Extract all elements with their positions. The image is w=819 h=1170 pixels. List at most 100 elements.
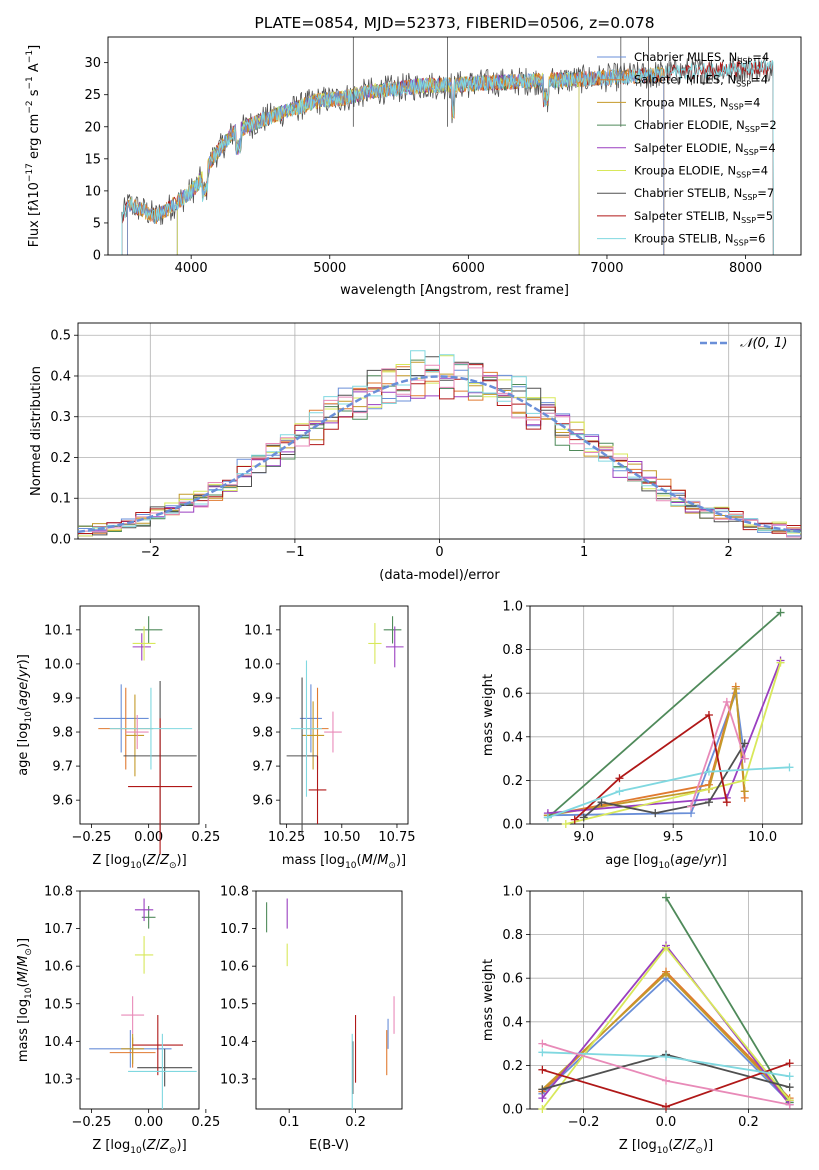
legend-entry: Kroupa ELODIE, NSSP=4	[634, 164, 768, 180]
x-tick-label: 0.25	[191, 830, 220, 845]
series-marker	[785, 1059, 794, 1068]
y-tick-label: 0.1	[50, 492, 71, 507]
y-tick-label: 30	[84, 56, 101, 71]
age-vs-mass-points	[286, 616, 404, 835]
y-tick-label: 25	[84, 88, 101, 103]
spectrum-chabrier-elodie	[176, 71, 580, 255]
series-marker	[615, 774, 624, 783]
series-marker	[662, 893, 670, 902]
series-marker	[538, 1085, 547, 1094]
histograms: (data-model)/error Normed distribution	[29, 350, 802, 583]
x-tick-label: −2	[141, 545, 160, 560]
x-tick-label: 0	[435, 545, 443, 560]
y-tick-label: 0.0	[502, 818, 523, 833]
spectrum-salpeter-miles	[127, 68, 665, 255]
series-marker	[740, 739, 749, 748]
y-tick-label: 0.6	[502, 972, 523, 987]
series-marker	[662, 969, 670, 978]
y-axis-label: mass weight	[481, 674, 496, 756]
label-part: /	[682, 1138, 687, 1153]
legend-entry: Chabrier MILES, NSSP=4	[634, 50, 769, 66]
y-tick-label: 9.8	[52, 726, 73, 741]
spectrum-kroupa-elodie	[176, 72, 580, 255]
x-axis-label: mass [log10(M/M⊙)]	[282, 853, 406, 871]
y-tick-label: 10.7	[44, 922, 73, 937]
label-part: age [log	[605, 853, 658, 868]
y-tick-label: 0.4	[502, 1015, 523, 1030]
series-marker	[579, 813, 588, 822]
x-tick-label: 10.75	[378, 830, 415, 845]
y-tick-label: 0.3	[50, 410, 71, 425]
y-tick-label: 10.5	[220, 997, 249, 1012]
x-tick-label: 9.5	[663, 830, 684, 845]
weight-vs-age-axes: 9.0 9.5 10.0 0.0 0.2 0.4 0.6 0.8 1.0	[502, 600, 803, 845]
histogram-salpeter-stelib	[78, 364, 801, 534]
y-tick-label: 9.8	[252, 726, 273, 741]
series-marker	[651, 809, 660, 818]
y-tick-label: 9.6	[252, 794, 273, 809]
label-part: )]	[703, 1138, 713, 1153]
y-tick-label: 20	[84, 120, 101, 135]
y-axis-label: mass [log10(M/M⊙)]	[16, 938, 34, 1062]
axes-frame	[255, 890, 403, 1110]
y-tick-label: 10.5	[44, 997, 73, 1012]
weight-vs-Z-labels: Z [log10(Z/Z⊙)]mass weight	[481, 959, 713, 1156]
label-part: Z	[146, 853, 157, 868]
x-tick-label: 5000	[313, 261, 346, 276]
series-marker	[615, 787, 624, 796]
series-marker	[776, 608, 785, 617]
normal-curve	[77, 375, 802, 534]
x-tick-label: 0.00	[134, 1115, 163, 1130]
chart-title: PLATE=0854, MJD=52373, FIBERID=0506, z=0…	[254, 14, 654, 32]
series-marker	[722, 697, 731, 706]
legend-entry: Chabrier STELIB, NSSP=7	[634, 186, 774, 202]
y-tick-label: 0.2	[50, 451, 71, 466]
y-tick-label: 9.7	[52, 760, 73, 775]
mass-vs-Z-axes: −0.25 0.00 0.25 10.3 10.4 10.5 10.6 10.7 10.8	[44, 885, 220, 1131]
mass-vs-ebv-points	[266, 898, 395, 1109]
legend-entry: Salpeter MILES, NSSP=4	[634, 73, 768, 89]
legend-entry: Salpeter STELIB, NSSP=5	[634, 209, 773, 225]
x-tick-label: 0.2	[738, 1115, 759, 1130]
age-vs-mass-axes: 10.25 10.50 10.75 9.6 9.7 9.8 9.9 10.0 10.1	[244, 605, 416, 845]
series-marker	[740, 754, 749, 763]
x-tick-label: 0.25	[191, 1115, 220, 1130]
label-part: 10	[658, 861, 670, 871]
mass-vs-Z-points	[89, 898, 197, 1109]
y-tick-label: 9.9	[52, 691, 73, 706]
histogram-kroupa-stelib	[78, 350, 801, 533]
label-part: yr	[703, 853, 719, 868]
y-tick-label: 10.0	[244, 657, 273, 672]
label-part: ⊙	[169, 861, 177, 871]
label-part: Z	[672, 1138, 683, 1153]
mass-vs-Z-labels: Z [log10(Z/Z⊙)]mass [log10(M/M⊙)]	[16, 938, 187, 1156]
label-part: M	[362, 853, 373, 868]
x-tick-label: 10.0	[748, 830, 777, 845]
x-tick-label: −1	[285, 545, 304, 560]
series-marker	[704, 767, 713, 776]
x-axis-label: (data-model)/error	[379, 568, 500, 583]
label-part: /	[156, 853, 161, 868]
series-marker	[597, 798, 606, 807]
label-part: M	[377, 853, 388, 868]
series-marker	[722, 798, 731, 807]
label-part: ⊙	[388, 861, 396, 871]
series-line	[665, 897, 791, 1103]
label-part: age	[675, 853, 699, 868]
y-tick-label: 0	[93, 249, 101, 264]
y-tick-label: 0.5	[50, 329, 71, 344]
axes-frame	[107, 36, 802, 256]
label-part: )]	[177, 1138, 187, 1153]
x-axis-label: age [log10(age/yr)]	[605, 853, 727, 871]
y-tick-label: 0.2	[502, 1059, 523, 1074]
age-vs-mass-labels: mass [log10(M/M⊙)]	[282, 853, 406, 871]
label-part: Z [log	[92, 1138, 130, 1153]
series-marker	[785, 763, 794, 772]
legend-normal: 𝒩(0, 1)	[700, 336, 787, 351]
axes-frame	[79, 890, 200, 1110]
y-tick-label: 1.0	[502, 885, 523, 900]
x-tick-label: 8000	[729, 261, 762, 276]
label-part: Z [log	[619, 1138, 657, 1153]
y-tick-label: 10.7	[220, 922, 249, 937]
label-part: (	[670, 853, 675, 868]
